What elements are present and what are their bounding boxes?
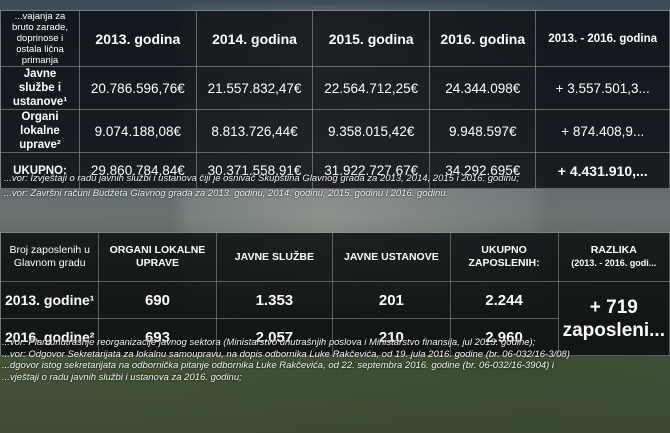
col-header-public-institutions: JAVNE USTANOVE bbox=[333, 233, 450, 282]
source-note: ...vor: Odgovor Sekretarijata za lokalnu… bbox=[2, 349, 570, 361]
col-header-difference: RAZLIKA (2013. - 2016. godi... bbox=[558, 233, 669, 282]
table-cell-total-difference: + 4.431.910,... bbox=[536, 153, 670, 189]
col-header-local-government: ORGANI LOKALNE UPRAVE bbox=[99, 233, 216, 282]
table-cell: 9.948.597€ bbox=[430, 110, 536, 153]
difference-cell: + 719 zaposleni... bbox=[558, 282, 669, 356]
expenditure-header-label: ...vajanja za bruto zarade, doprinose i … bbox=[1, 11, 80, 67]
year-header-2015: 2015. godina bbox=[313, 11, 430, 67]
employees-header-label: Broj zaposlenih u Glavnom gradu bbox=[1, 233, 99, 282]
row-label-2013: 2013. godine¹ bbox=[1, 282, 99, 319]
table-cell: 9.074.188,08€ bbox=[80, 110, 197, 153]
table-cell: 21.557.832,47€ bbox=[196, 67, 313, 110]
col-header-total-employees: UKUPNO ZAPOSLENIH: bbox=[450, 233, 558, 282]
table-cell: 2.244 bbox=[450, 282, 558, 319]
source-note: ...vještaji o radu javnih službi i ustan… bbox=[2, 372, 570, 384]
difference-label: zaposleni... bbox=[563, 319, 665, 342]
col-header-public-services: JAVNE SLUŽBE bbox=[216, 233, 333, 282]
source-note: ...vor: Izvještaji o radu javnih službi … bbox=[4, 173, 519, 184]
table-cell: 690 bbox=[99, 282, 216, 319]
table-cell: 20.786.596,76€ bbox=[80, 67, 197, 110]
table-cell: 201 bbox=[333, 282, 450, 319]
difference-title: RAZLIKA bbox=[591, 244, 637, 256]
table-cell: 8.813.726,44€ bbox=[196, 110, 313, 153]
difference-value: + 719 bbox=[563, 296, 665, 319]
year-header-difference: 2013. - 2016. godina bbox=[536, 11, 670, 67]
table-row: Javne službe i ustanove¹ 20.786.596,76€ … bbox=[1, 67, 670, 110]
difference-subtitle: (2013. - 2016. godi... bbox=[563, 257, 665, 270]
year-header-2014: 2014. godina bbox=[196, 11, 313, 67]
table-cell: 24.344.098€ bbox=[430, 67, 536, 110]
source-notes: ...vor: Plan unutrašnje reorganizacije j… bbox=[2, 337, 570, 383]
source-note: ...vor: Završni računi Budžeta Glavnog g… bbox=[4, 188, 448, 199]
table-cell: 1.353 bbox=[216, 282, 333, 319]
source-note: ...vor: Plan unutrašnje reorganizacije j… bbox=[2, 337, 570, 349]
table-row: 2013. godine¹ 690 1.353 201 2.244 + 719 … bbox=[1, 282, 670, 319]
table-row: Organi lokalne uprave² 9.074.188,08€ 8.8… bbox=[1, 110, 670, 153]
row-label-public-services: Javne službe i ustanove¹ bbox=[1, 67, 80, 110]
table-cell: 9.358.015,42€ bbox=[313, 110, 430, 153]
table-cell: + 3.557.501,3... bbox=[536, 67, 670, 110]
year-header-2013: 2013. godina bbox=[80, 11, 197, 67]
table-cell: + 874.408,9... bbox=[536, 110, 670, 153]
row-label-local-government: Organi lokalne uprave² bbox=[1, 110, 80, 153]
source-note: ...dgovor istog sekretarijata na odborni… bbox=[2, 360, 570, 372]
table-cell: 22.564.712,25€ bbox=[313, 67, 430, 110]
expenditure-table: ...vajanja za bruto zarade, doprinose i … bbox=[0, 10, 670, 189]
year-header-2016: 2016. godina bbox=[430, 11, 536, 67]
